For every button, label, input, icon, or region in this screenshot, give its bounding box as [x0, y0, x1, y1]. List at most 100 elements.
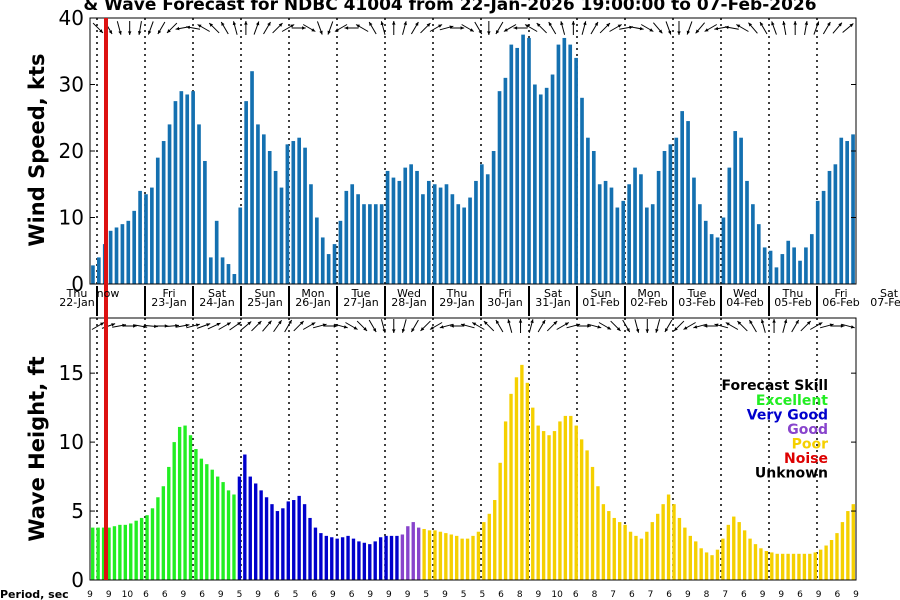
- wave-height-bar: [579, 439, 584, 580]
- wind-direction-arrow: [127, 21, 132, 35]
- wind-direction-arrow: [355, 24, 369, 32]
- period-value: 9: [816, 590, 822, 600]
- wave-height-bar: [362, 542, 367, 580]
- wind-speed-bar: [774, 267, 779, 284]
- wind-speed-bar: [633, 167, 637, 284]
- wind-direction-arrow: [392, 21, 396, 35]
- wave-height-bar: [286, 501, 290, 580]
- day-date-label: 05-Feb: [774, 296, 811, 309]
- wave-height-bar: [607, 511, 611, 580]
- wind-speed-bar: [627, 184, 631, 284]
- wave-height-bar: [721, 538, 725, 580]
- wind-y-tick-label: 20: [59, 139, 84, 163]
- wind-speed-bar: [456, 204, 461, 284]
- wind-speed-ylabel: Wind Speed, kts: [25, 53, 49, 246]
- wave-height-bar: [91, 527, 95, 580]
- wave-height-bar: [819, 549, 823, 580]
- day-of-week-label: Sat: [208, 287, 227, 300]
- wave-height-bar: [694, 541, 698, 580]
- wave-direction-arrow: [576, 324, 591, 328]
- wind-speed-bar: [132, 210, 137, 284]
- wind-speed-bar: [232, 274, 237, 284]
- wind-speed-bar: [285, 144, 290, 284]
- wind-speed-bar: [432, 184, 437, 284]
- day-date-label: 23-Jan: [151, 296, 187, 309]
- wind-speed-panel: Wind Speed, kts 0 10 20 30 40: [25, 6, 857, 296]
- legend-item-noise: Noise: [784, 451, 828, 467]
- wind-speed-bar: [615, 207, 620, 284]
- wind-direction-arrow: [695, 22, 705, 34]
- wave-height-bar: [188, 435, 193, 580]
- wave-height-bar: [221, 482, 225, 580]
- wave-height-bar: [205, 464, 209, 580]
- wind-speed-bar: [680, 111, 685, 284]
- wave-height-bar: [639, 538, 644, 580]
- wave-height-bar: [270, 504, 274, 580]
- wave-height-bar: [118, 524, 122, 580]
- day-of-week-label: Sun: [255, 287, 276, 300]
- wave-direction-arrow: [791, 319, 800, 333]
- wave-height-bar: [194, 449, 198, 580]
- wave-height-bar: [569, 415, 573, 580]
- wave-height-bar: [411, 522, 415, 580]
- wave-direction-arrow: [725, 322, 739, 330]
- wind-direction-arrow: [581, 21, 587, 35]
- day-of-week-label: Tue: [351, 287, 371, 300]
- day-of-week-label: Sat: [880, 287, 899, 300]
- day-of-week-label: Sat: [544, 287, 563, 300]
- day-of-week-label: Tue: [687, 287, 707, 300]
- wave-height-bar: [156, 497, 160, 580]
- wind-speed-bar: [580, 97, 584, 284]
- wave-height-bar: [775, 553, 779, 580]
- wave-height-bar: [661, 504, 665, 580]
- period-value: 5: [293, 590, 299, 600]
- period-value: 10: [551, 590, 563, 600]
- wave-height-bar: [406, 526, 410, 580]
- wind-direction-arrow: [334, 24, 348, 32]
- wind-speed-bar: [650, 204, 655, 284]
- wind-speed-bar: [350, 184, 355, 284]
- wave-height-bar: [416, 527, 421, 580]
- period-value: 9: [218, 590, 224, 600]
- wind-speed-bar: [267, 151, 272, 284]
- wave-height-bar: [145, 515, 149, 580]
- wave-y-tick-label: 0: [71, 568, 84, 592]
- wave-height-bar: [449, 534, 453, 580]
- period-value: 6: [349, 590, 355, 600]
- wind-speed-bar: [851, 134, 855, 284]
- wind-speed-bar: [114, 227, 119, 284]
- wave-height-bar: [243, 454, 247, 580]
- wave-direction-arrow: [841, 323, 855, 329]
- day-date-label: 31-Jan: [535, 296, 571, 309]
- wind-y-ticks: 0 10 20 30 40: [59, 6, 856, 296]
- wind-speed-bar: [214, 220, 219, 284]
- wind-speed-bar: [780, 254, 785, 284]
- wave-height-bar: [829, 540, 834, 580]
- wave-height-bar: [107, 527, 111, 580]
- wind-direction-arrow: [571, 21, 576, 35]
- wave-height-bar: [123, 524, 127, 580]
- wave-height-bar: [444, 533, 448, 580]
- period-value: 5: [479, 590, 485, 600]
- wind-speed-bar: [155, 157, 160, 284]
- wind-speed-bar: [303, 147, 307, 284]
- wave-direction-arrow: [356, 320, 368, 332]
- wind-speed-bar: [150, 187, 154, 284]
- wind-direction-arrow: [147, 21, 154, 35]
- wave-direction-arrows: [91, 319, 855, 333]
- wave-height-bar: [656, 513, 660, 580]
- wind-speed-bar: [220, 257, 225, 284]
- wind-speed-bar: [344, 190, 349, 284]
- wave-height-bar: [275, 511, 280, 580]
- wind-speed-bar: [674, 137, 679, 284]
- wave-height-bar: [389, 535, 394, 580]
- wave-height-bar: [677, 517, 682, 580]
- wave-height-bar: [742, 530, 747, 580]
- wind-direction-arrow: [368, 21, 377, 35]
- wave-height-bar: [395, 535, 399, 580]
- wind-speed-bar: [698, 204, 702, 284]
- wave-height-bar: [101, 527, 106, 580]
- day-date-label: 07-Feb: [870, 296, 900, 309]
- wave-height-bar: [851, 504, 855, 580]
